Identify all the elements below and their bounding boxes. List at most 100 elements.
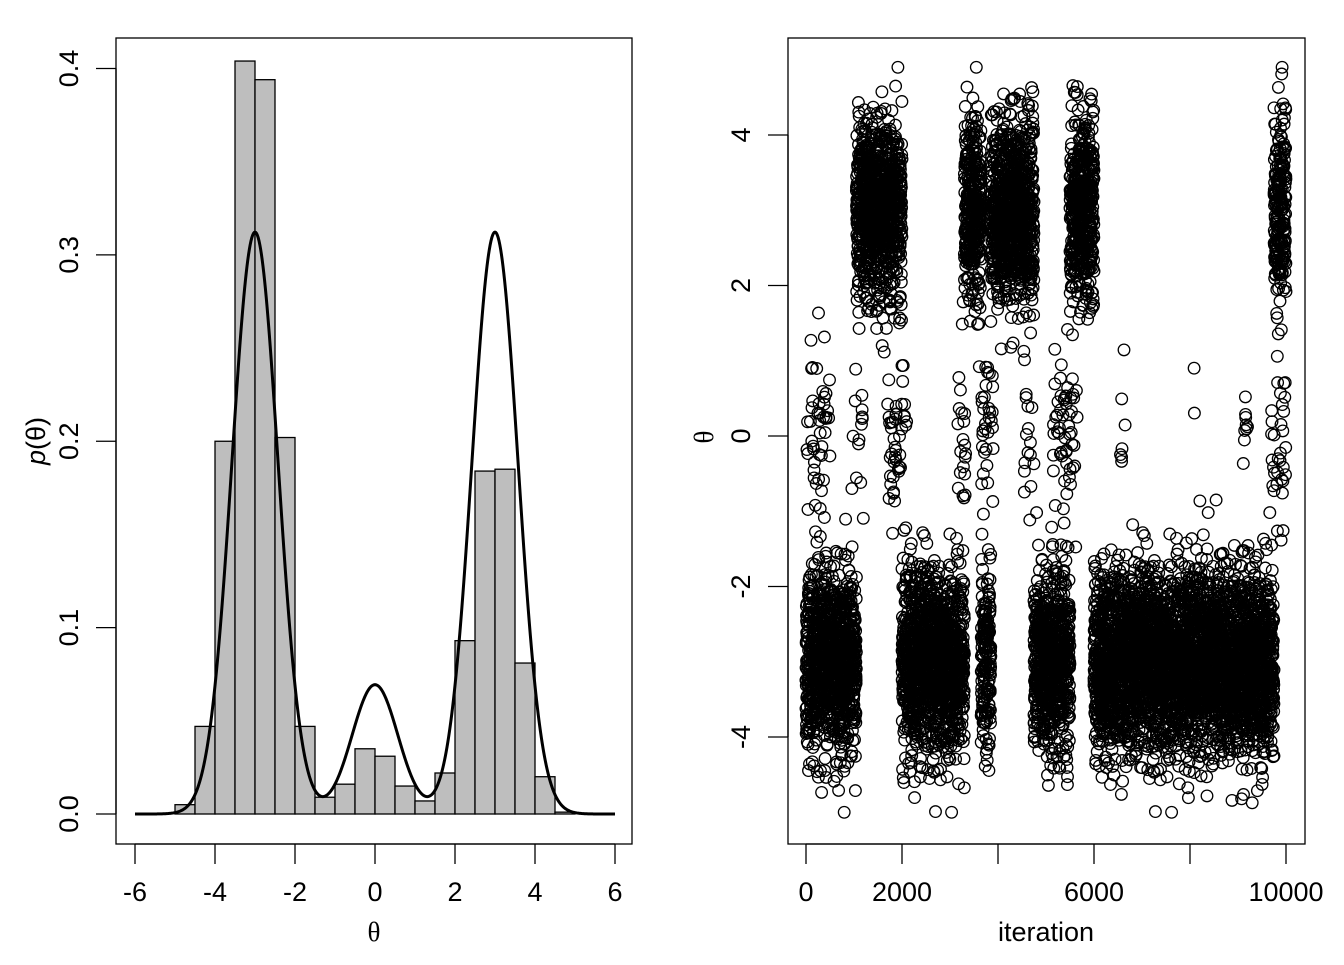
trace-point [853, 323, 865, 335]
histogram-y-tick-label: 0.2 [54, 422, 84, 460]
histogram-y-tick-label: 0.4 [54, 50, 84, 88]
trace-point [876, 86, 888, 98]
histogram-bar [215, 441, 235, 814]
trace-point [1026, 402, 1038, 414]
trace-point [978, 508, 990, 520]
trace-point [805, 335, 817, 347]
trace-point [819, 512, 831, 524]
trace-points [800, 62, 1292, 819]
histogram-x-tick-label: 0 [367, 877, 382, 907]
trace-point [987, 381, 999, 393]
histogram-bar [255, 80, 275, 814]
trace-point [842, 550, 854, 562]
histogram-bar [275, 438, 295, 814]
trace-point [961, 81, 973, 93]
histogram-bar [495, 469, 515, 814]
histogram-bar [195, 726, 215, 814]
histogram-x-tick-label: 4 [527, 877, 542, 907]
trace-point [882, 398, 894, 410]
trace-point [846, 541, 858, 553]
histogram-y-axis: 0.00.10.20.30.4 [54, 50, 116, 833]
trace-point [892, 62, 904, 74]
histogram-x-tick-label: 6 [607, 877, 622, 907]
histogram-bar [355, 749, 375, 814]
trace-point [944, 528, 956, 540]
trace-point [967, 92, 979, 104]
trace-point [824, 374, 836, 386]
trace-point [909, 792, 921, 804]
trace-point [955, 384, 967, 396]
trace-point [807, 395, 819, 407]
trace-point [840, 513, 852, 525]
histogram-y-tick-label: 0.1 [54, 609, 84, 647]
trace-point [1007, 337, 1019, 349]
histogram-y-label: p(θ) [21, 417, 51, 466]
trace-point [987, 496, 999, 508]
trace-point [985, 316, 997, 328]
histogram-bar [375, 756, 395, 814]
trace-point [896, 96, 908, 108]
trace-point [1033, 539, 1045, 551]
histogram-x-tick-label: -6 [123, 877, 147, 907]
trace-point [843, 564, 855, 576]
histogram-bar [415, 801, 435, 814]
trace-point [824, 450, 836, 462]
histogram-x-tick-label: -4 [203, 877, 227, 907]
trace-point [1024, 514, 1036, 526]
histogram-bar [315, 797, 335, 814]
trace-point [887, 528, 899, 540]
trace-point [951, 533, 963, 545]
histogram-x-tick-label: 2 [447, 877, 462, 907]
trace-point [1019, 354, 1031, 366]
histogram-plot-box [116, 38, 632, 844]
trace-point [883, 374, 895, 386]
trace-point [976, 528, 988, 540]
trace-point [957, 318, 969, 330]
trace-point [850, 785, 862, 797]
histogram-bar [435, 773, 455, 814]
trace-point [897, 376, 909, 388]
histogram-x-label: θ [368, 917, 381, 947]
trace-point [886, 105, 898, 117]
histogram-x-axis: -6 -4 -2 0 2 4 6 [123, 844, 623, 907]
trace-point [816, 787, 828, 799]
trace-point [946, 807, 958, 819]
histogram-bar [475, 471, 495, 814]
trace-point [1031, 507, 1043, 519]
trace-point [930, 806, 942, 818]
histogram-bar [395, 786, 415, 814]
trace-point [1025, 327, 1037, 339]
trace-point [927, 754, 939, 766]
trace-point [858, 513, 870, 525]
trace-point [813, 307, 825, 319]
trace-point [958, 753, 970, 765]
trace-point [833, 785, 845, 797]
trace-point [816, 441, 828, 453]
histogram-bar [295, 726, 315, 814]
trace-point [890, 80, 902, 92]
histogram-bar [515, 663, 535, 814]
trace-point [850, 363, 862, 375]
trace-point [838, 807, 850, 819]
trace-point [971, 62, 983, 74]
trace-point [959, 468, 971, 480]
trace-point [810, 526, 822, 538]
trace-point [820, 388, 832, 400]
histogram-bar [335, 784, 355, 814]
trace-point [921, 538, 933, 550]
histogram-bar [235, 61, 255, 814]
histogram-y-label-arg: (θ) [21, 417, 51, 450]
trace-point [878, 346, 890, 358]
histogram-y-tick-label: 0.3 [54, 236, 84, 274]
trace-point [819, 331, 831, 343]
trace-point [876, 340, 888, 352]
trace-point [1027, 86, 1039, 98]
histogram-x-tick-label: -2 [283, 877, 307, 907]
histogram-y-label-prefix: p [21, 450, 51, 466]
trace-point [941, 771, 953, 783]
trace-point [953, 372, 965, 384]
